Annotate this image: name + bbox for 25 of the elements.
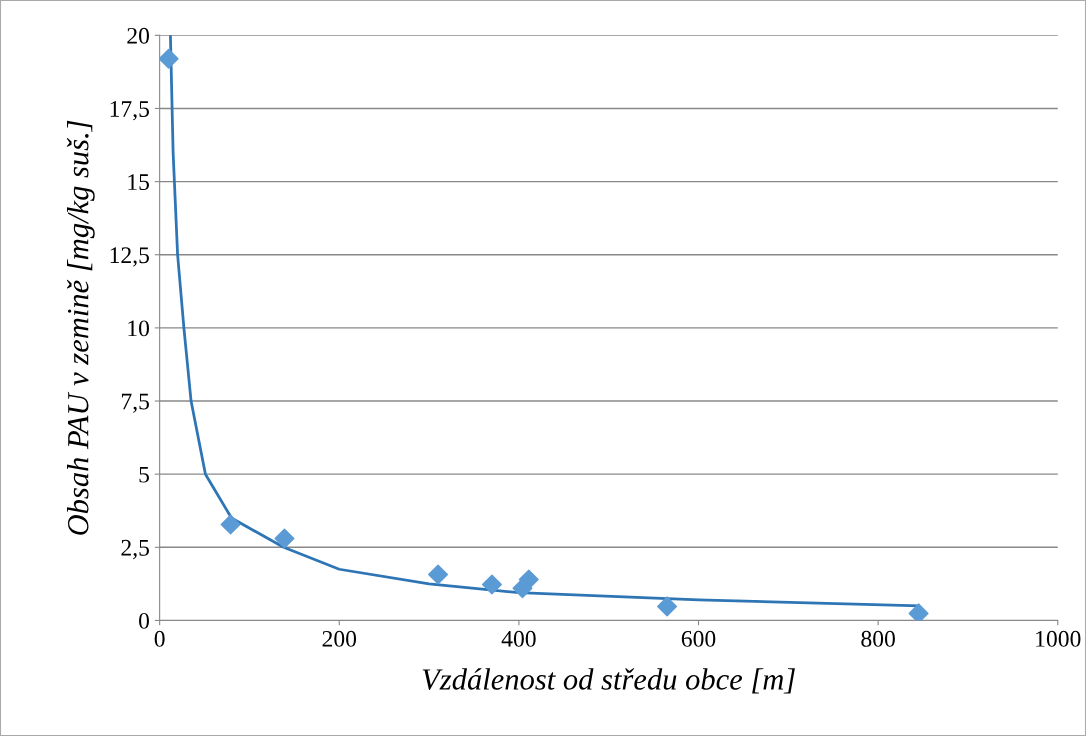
x-tick-label: 0 [154,630,165,647]
point [159,48,179,69]
point [908,603,929,621]
point [274,528,295,549]
y-tick-label: 7,5 [121,393,149,413]
x-axis-title: Vzdálenost od středu obce [m] [422,668,795,694]
point [481,574,502,595]
y-tick-label: 5 [139,466,149,483]
point [518,569,539,590]
point [428,564,449,585]
x-tick-label: 200 [322,630,357,647]
y-tick-label: 2,5 [121,539,149,560]
x-tick-label: 600 [681,630,716,647]
y-tick-label: 17,5 [110,101,149,121]
y-tick-label: 0 [139,612,150,629]
y-tick-label: 20 [127,27,150,44]
x-tick-label: 400 [501,630,536,647]
y-axis-title: Obsah PAU v zemině [mg/kg suš.] [66,120,95,535]
y-tick-label: 10 [128,320,150,337]
y-tick-label: 15 [128,174,149,191]
y-tick-label: 12,5 [110,247,149,267]
point [657,596,678,617]
point [220,514,241,535]
x-tick-label: 1000 [1036,630,1081,647]
x-tick-label: 800 [861,630,895,647]
